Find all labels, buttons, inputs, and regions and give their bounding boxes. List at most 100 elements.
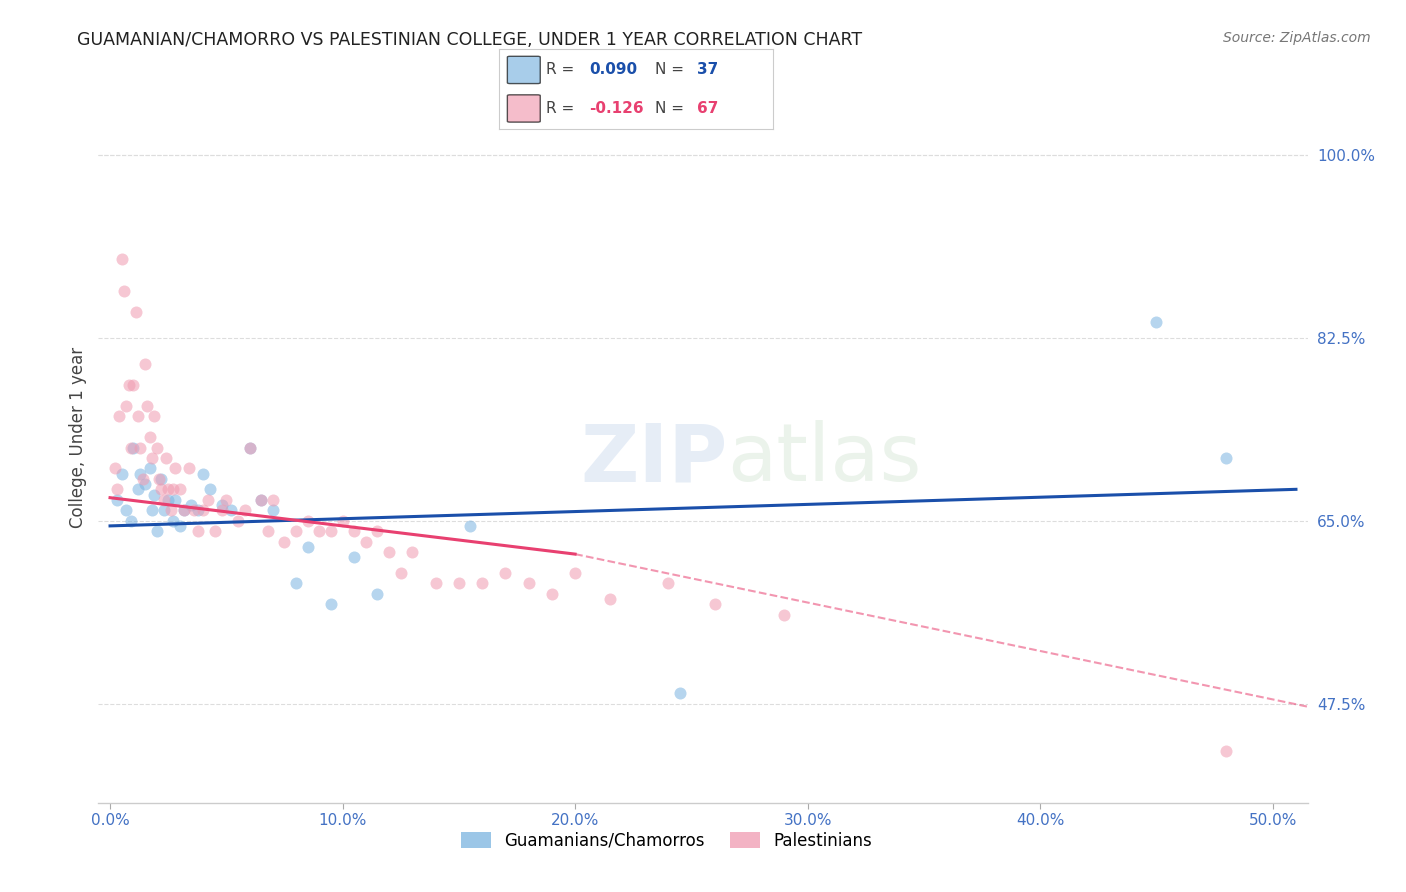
FancyBboxPatch shape xyxy=(508,56,540,84)
FancyBboxPatch shape xyxy=(508,95,540,122)
Point xyxy=(145,441,167,455)
Point xyxy=(471,576,494,591)
Point xyxy=(105,483,128,497)
Point xyxy=(152,503,174,517)
Point xyxy=(124,304,146,318)
Point xyxy=(169,519,191,533)
Point xyxy=(285,576,308,591)
Point xyxy=(447,576,470,591)
Point xyxy=(105,492,128,507)
Point xyxy=(297,514,319,528)
Point xyxy=(180,498,202,512)
Point xyxy=(183,503,205,517)
Point xyxy=(657,576,679,591)
Point xyxy=(173,503,195,517)
Point xyxy=(211,498,233,512)
Text: atlas: atlas xyxy=(727,420,921,498)
Point xyxy=(191,503,214,517)
Point xyxy=(138,430,160,444)
Point xyxy=(366,587,388,601)
Point xyxy=(250,492,273,507)
Point xyxy=(179,461,201,475)
Point xyxy=(141,503,163,517)
Point xyxy=(111,467,134,481)
Legend: Guamanians/Chamorros, Palestinians: Guamanians/Chamorros, Palestinians xyxy=(454,825,879,856)
Point xyxy=(343,524,366,538)
Point xyxy=(162,514,184,528)
Point xyxy=(517,576,540,591)
Point xyxy=(233,503,256,517)
Point xyxy=(129,441,152,455)
Point xyxy=(187,524,209,538)
Point xyxy=(494,566,516,580)
Point xyxy=(157,492,180,507)
Point xyxy=(273,534,295,549)
Point xyxy=(134,357,156,371)
Point xyxy=(599,592,621,607)
Point xyxy=(262,503,284,517)
Point xyxy=(150,483,173,497)
Point xyxy=(115,503,138,517)
Point xyxy=(460,519,482,533)
Point xyxy=(250,492,273,507)
Text: ZIP: ZIP xyxy=(579,420,727,498)
Point xyxy=(198,483,221,497)
Point xyxy=(378,545,401,559)
Point xyxy=(319,524,342,538)
Point xyxy=(262,492,284,507)
Text: Source: ZipAtlas.com: Source: ZipAtlas.com xyxy=(1223,31,1371,45)
Point xyxy=(118,377,141,392)
Point xyxy=(131,472,153,486)
Point xyxy=(122,441,145,455)
Point xyxy=(540,587,562,601)
Point xyxy=(366,524,388,538)
Point xyxy=(138,461,160,475)
Point xyxy=(401,545,423,559)
Point xyxy=(155,450,177,465)
Point xyxy=(173,503,195,517)
Point xyxy=(115,399,138,413)
Point xyxy=(1215,450,1237,465)
Point xyxy=(162,483,184,497)
Point xyxy=(143,409,166,424)
Point xyxy=(127,483,149,497)
Point xyxy=(120,441,142,455)
Text: GUAMANIAN/CHAMORRO VS PALESTINIAN COLLEGE, UNDER 1 YEAR CORRELATION CHART: GUAMANIAN/CHAMORRO VS PALESTINIAN COLLEG… xyxy=(77,31,862,49)
Point xyxy=(354,534,377,549)
Point xyxy=(120,514,142,528)
Point xyxy=(157,483,180,497)
Point xyxy=(165,461,187,475)
Text: 37: 37 xyxy=(696,62,718,77)
Text: -0.126: -0.126 xyxy=(589,101,644,116)
Point xyxy=(226,514,249,528)
Point xyxy=(425,576,447,591)
Point xyxy=(257,524,280,538)
Point xyxy=(165,492,187,507)
Point xyxy=(169,483,191,497)
Point xyxy=(108,409,131,424)
Point xyxy=(148,472,170,486)
Point xyxy=(204,524,226,538)
Point xyxy=(1215,743,1237,757)
Text: 67: 67 xyxy=(696,101,718,116)
Point xyxy=(159,503,181,517)
Point xyxy=(145,524,167,538)
Point xyxy=(122,377,145,392)
Point xyxy=(564,566,586,580)
Point xyxy=(1144,315,1167,329)
Point xyxy=(152,492,174,507)
Point xyxy=(187,503,209,517)
Point xyxy=(143,487,166,501)
Point xyxy=(319,597,342,611)
Point xyxy=(134,477,156,491)
Point xyxy=(703,597,725,611)
Point xyxy=(219,503,242,517)
Point xyxy=(129,467,152,481)
Point xyxy=(215,492,238,507)
Point xyxy=(211,503,233,517)
Point xyxy=(127,409,149,424)
Point xyxy=(197,492,219,507)
Point xyxy=(104,461,127,475)
Point xyxy=(239,441,262,455)
Point xyxy=(668,686,690,700)
